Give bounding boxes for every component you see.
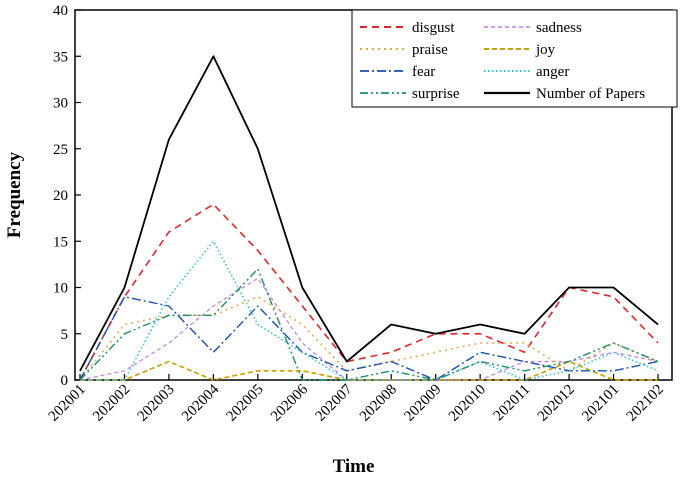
legend-label: sadness: [536, 20, 582, 36]
series-line-fear: [79, 296, 659, 381]
x-tick-label: 202006: [268, 381, 311, 424]
legend-label: fear: [412, 64, 435, 80]
series-line-praise: [79, 295, 659, 381]
series-line-surprise: [79, 268, 659, 381]
series-line-number-of-papers: [79, 55, 659, 372]
series-layer: [79, 55, 659, 381]
y-tick-label: 0: [61, 373, 69, 389]
x-tick-label: 202005: [224, 382, 267, 425]
legend: disgust sadness praise joy fear anger surprise…: [351, 9, 678, 108]
legend-label: disgust: [412, 20, 455, 36]
legend-box: [351, 9, 678, 108]
legend-label: praise: [412, 42, 448, 58]
series-line-joy: [80, 360, 658, 381]
x-tick-label: 202012: [535, 382, 578, 425]
y-tick-label: 40: [53, 3, 68, 19]
legend-label: surprise: [412, 86, 460, 102]
x-axis-ticks: 202001 202002 202003 202004 202005 202006 2020…: [46, 374, 667, 425]
x-tick-label: 202004: [179, 381, 222, 424]
series-line-anger: [80, 240, 659, 381]
y-tick-label: 25: [53, 142, 68, 158]
y-tick-label: 10: [53, 281, 68, 297]
y-tick-label: 5: [61, 327, 69, 343]
x-tick-label: 202008: [357, 382, 400, 425]
x-tick-label: 202011: [491, 382, 534, 425]
x-tick-label: 202009: [401, 382, 444, 425]
x-tick-label: 202102: [624, 382, 667, 425]
y-tick-label: 20: [53, 188, 68, 204]
legend-label: anger: [536, 64, 569, 80]
y-tick-label: 15: [53, 234, 68, 250]
legend-label: joy: [535, 42, 556, 58]
series-line-sadness: [79, 277, 659, 381]
x-axis-title: Time: [333, 456, 375, 477]
legend-label: Number of Papers: [536, 86, 645, 102]
x-tick-label: 202010: [446, 382, 489, 425]
series-line-disgust: [79, 203, 659, 381]
y-tick-label: 35: [53, 49, 68, 65]
x-tick-label: 202101: [579, 382, 622, 425]
y-axis-title: Frequency: [4, 151, 25, 238]
y-axis-ticks: 0 5 10 15 20 25 30 35 40: [53, 3, 81, 389]
x-tick-label: 202007: [312, 381, 355, 424]
y-tick-label: 30: [53, 96, 68, 112]
x-tick-label: 202002: [90, 382, 133, 425]
x-tick-label: 202003: [135, 382, 178, 425]
